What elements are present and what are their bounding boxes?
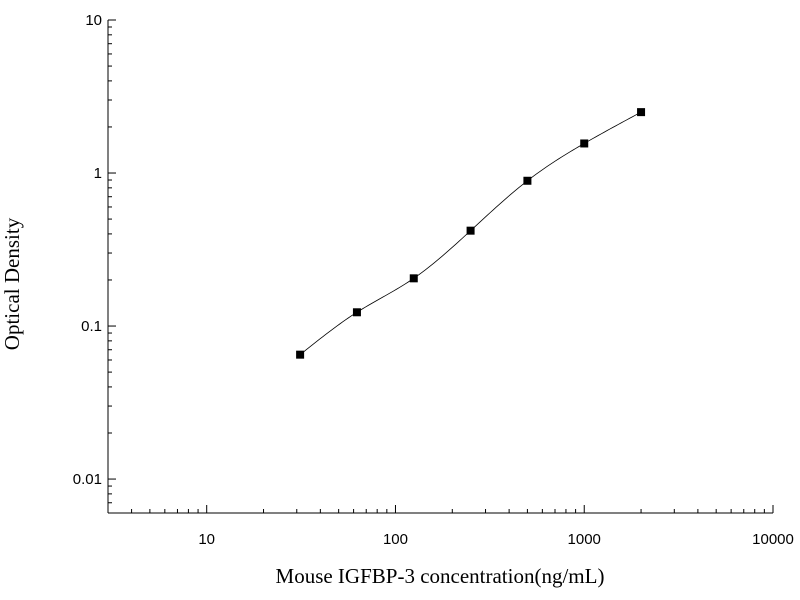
y-tick-label: 0.01 [73, 471, 102, 488]
plot-area: 0.01 0.1 1 10 10 100 1000 10000 [73, 12, 794, 548]
y-axis-title: Optical Density [0, 217, 24, 350]
data-point [580, 139, 589, 148]
y-axis-ticks [108, 19, 116, 514]
data-point [296, 350, 305, 359]
data-points [296, 108, 646, 359]
y-tick-label: 10 [85, 12, 102, 29]
x-tick-label: 10 [198, 531, 215, 548]
y-tick-label: 0.1 [81, 318, 102, 335]
y-tick-label: 1 [94, 165, 102, 182]
data-point [466, 226, 475, 235]
x-axis-tick-labels: 10 100 1000 10000 [198, 531, 794, 548]
x-tick-label: 1000 [568, 531, 601, 548]
y-axis-tick-labels: 0.01 0.1 1 10 [73, 12, 102, 488]
x-tick-label: 10000 [752, 531, 794, 548]
data-point [523, 176, 532, 185]
data-point [409, 274, 418, 283]
data-point [352, 308, 361, 317]
x-axis-ticks [107, 505, 774, 513]
x-axis-title: Mouse IGFBP-3 concentration(ng/mL) [276, 564, 605, 588]
data-point [637, 108, 646, 117]
x-tick-label: 100 [383, 531, 408, 548]
